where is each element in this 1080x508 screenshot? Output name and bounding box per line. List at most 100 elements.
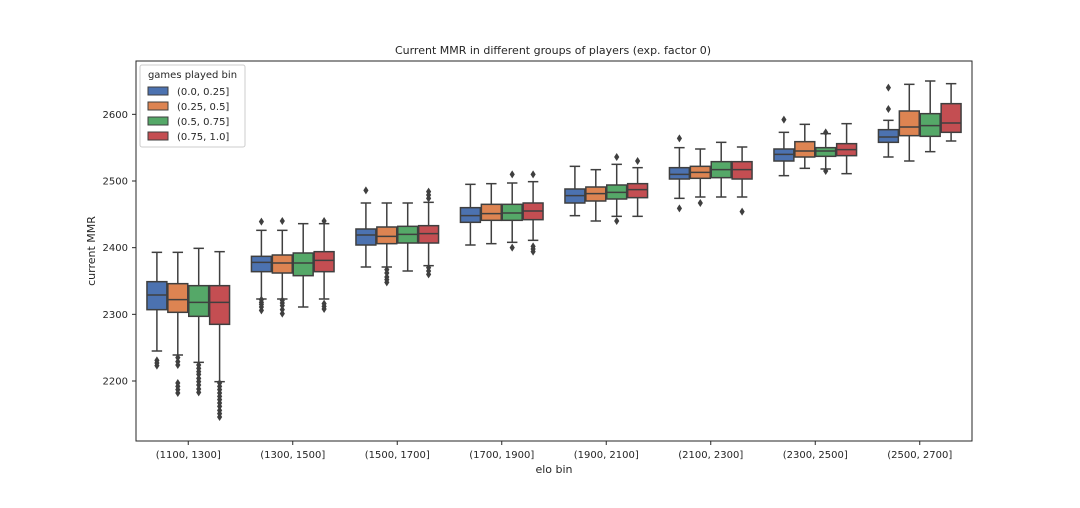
legend-swatch	[147, 131, 169, 141]
flier-marker	[697, 199, 703, 207]
flier-marker	[279, 296, 285, 305]
box-iqr	[898, 110, 920, 137]
y-tick-label: 2600	[103, 110, 128, 121]
legend-label: (0.0, 0.25]	[177, 87, 229, 98]
flier-marker	[885, 105, 891, 113]
flier-marker	[154, 356, 160, 365]
box-7-2	[919, 80, 941, 153]
flier-marker	[530, 170, 536, 179]
flier-marker	[363, 186, 369, 195]
box-iqr	[626, 182, 649, 199]
flier-marker	[614, 153, 620, 161]
flier-marker	[885, 83, 891, 92]
plot-frame	[135, 60, 973, 442]
flier-marker	[676, 204, 682, 213]
flier-marker	[823, 167, 829, 175]
flier-marker	[614, 217, 620, 225]
box-2-2	[397, 202, 419, 272]
legend-swatch	[147, 116, 169, 126]
box-iqr	[167, 282, 189, 314]
box-3-0	[459, 183, 482, 246]
y-tick-label: 2300	[103, 310, 128, 321]
flier-marker	[509, 243, 515, 252]
box-iqr	[271, 254, 294, 274]
x-tick-label: (1300, 1500]	[260, 450, 325, 461]
box-iqr	[292, 252, 314, 277]
legend-label: (0.5, 0.75]	[177, 117, 229, 128]
box-4-3	[626, 157, 649, 218]
flier-marker	[217, 379, 223, 387]
box-iqr	[815, 146, 837, 158]
box-3-2	[501, 170, 523, 252]
flier-marker	[258, 295, 264, 304]
flier-marker	[279, 217, 285, 225]
box-iqr	[480, 203, 503, 222]
flier-marker	[426, 263, 432, 272]
flier-marker	[426, 187, 432, 196]
box-iqr	[668, 166, 691, 180]
flier-marker	[823, 128, 829, 137]
box-1-2	[292, 222, 314, 308]
box-5-0	[668, 134, 691, 213]
flier-marker	[676, 134, 682, 143]
box-4-1	[585, 168, 607, 222]
flier-marker	[175, 353, 181, 362]
legend-swatch	[147, 101, 169, 111]
box-7-3	[940, 82, 962, 142]
flier-marker	[384, 265, 390, 274]
box-iqr	[250, 255, 273, 273]
y-tick-label: 2500	[103, 177, 128, 188]
box-iqr	[188, 284, 210, 318]
box-1-0	[250, 217, 273, 315]
x-tick-label: (2500, 2700]	[887, 450, 952, 461]
flier-marker	[175, 379, 181, 387]
legend-frame	[139, 64, 246, 148]
box-4-2	[606, 153, 628, 225]
box-2-0	[355, 186, 377, 268]
box-0-2	[188, 247, 210, 397]
box-iqr	[208, 284, 231, 326]
box-6-1	[794, 123, 816, 170]
x-tick-label: (2300, 2500]	[783, 450, 848, 461]
legend-swatch	[147, 86, 169, 96]
y-tick-label: 2200	[103, 377, 128, 388]
box-iqr	[940, 102, 962, 134]
x-axis-label: elo bin	[535, 463, 572, 476]
box-5-1	[689, 148, 711, 207]
y-tick-label: 2400	[103, 243, 128, 254]
box-1-1	[271, 217, 294, 318]
chart-title: Current MMR in different groups of playe…	[395, 44, 711, 57]
flier-marker	[258, 217, 264, 226]
flier-marker	[321, 299, 327, 308]
box-2-3	[417, 187, 440, 279]
box-0-1	[167, 251, 189, 397]
flier-marker	[196, 361, 202, 369]
box-6-0	[773, 115, 795, 177]
x-tick-label: (1500, 1700]	[365, 450, 430, 461]
box-3-1	[480, 182, 503, 245]
box-5-3	[731, 146, 753, 216]
box-iqr	[376, 226, 398, 245]
x-tick-label: (1100, 1300]	[156, 450, 221, 461]
box-iqr	[877, 128, 900, 144]
box-3-3	[522, 170, 544, 256]
legend: games played bin (0.0, 0.25] (0.25, 0.5] (0…	[139, 64, 246, 148]
box-iqr	[313, 250, 335, 273]
box-1-3	[313, 217, 335, 313]
legend-label: (0.75, 1.0]	[177, 132, 229, 143]
box-2-1	[376, 202, 398, 287]
box-7-1	[898, 83, 920, 162]
box-6-3	[835, 122, 858, 175]
box-0-0	[146, 251, 168, 370]
flier-marker	[781, 115, 787, 124]
legend-title: games played bin	[148, 70, 237, 81]
y-axis-label: current MMR	[85, 216, 98, 286]
box-6-2	[815, 128, 837, 175]
box-iqr	[794, 140, 816, 158]
flier-marker	[321, 217, 327, 225]
flier-marker	[530, 242, 536, 251]
x-tick-label: (2100, 2300]	[678, 450, 743, 461]
box-0-3	[208, 250, 231, 421]
